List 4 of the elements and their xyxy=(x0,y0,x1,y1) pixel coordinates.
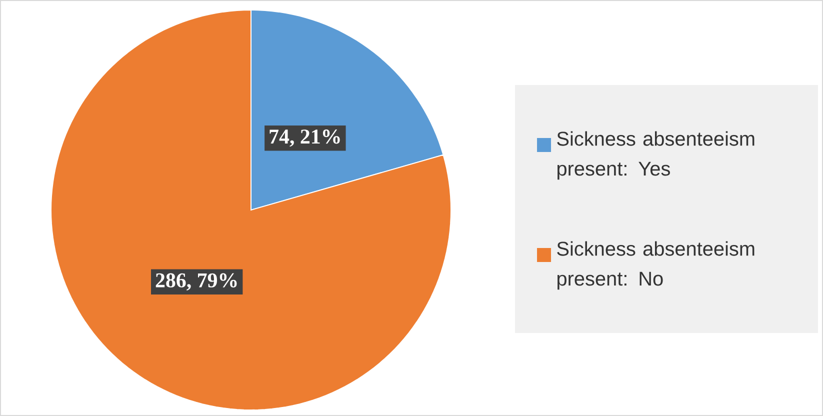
legend-label: Sickness absenteeism present: No xyxy=(557,241,754,290)
legend-label: Sickness absenteeism present: Yes xyxy=(557,131,754,180)
data-label: 74, 21% xyxy=(270,130,340,147)
data-label: 286, 79% xyxy=(156,273,237,290)
